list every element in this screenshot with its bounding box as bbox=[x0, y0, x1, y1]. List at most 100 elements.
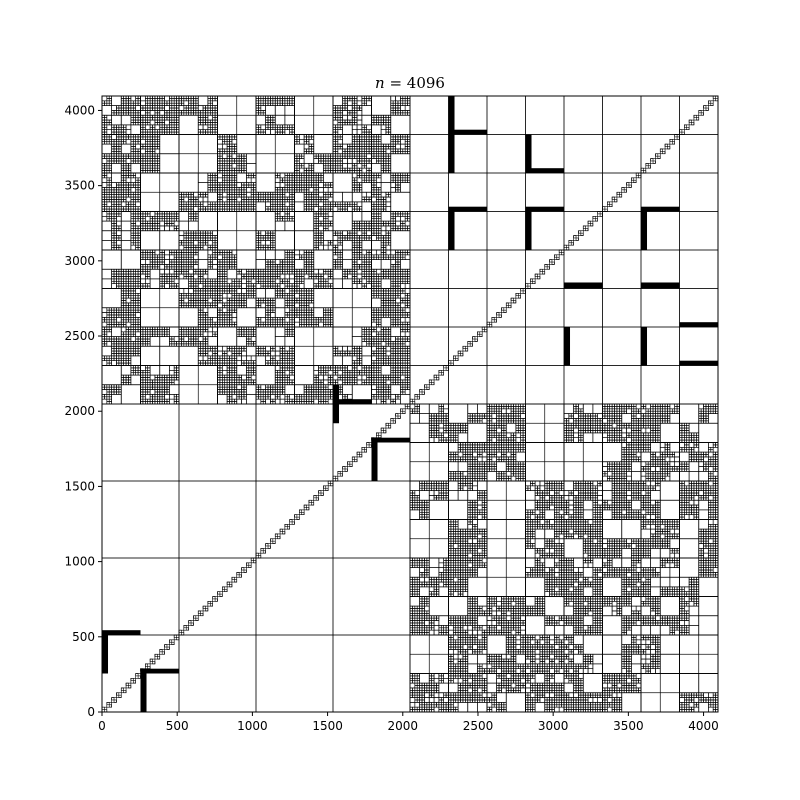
leaf-block bbox=[112, 221, 114, 223]
leaf-block bbox=[138, 137, 140, 139]
leaf-block bbox=[232, 363, 234, 365]
leaf-block bbox=[220, 291, 222, 293]
leaf-block bbox=[290, 303, 292, 305]
leaf-block bbox=[114, 390, 116, 392]
leaf-block bbox=[208, 279, 210, 281]
leaf-block bbox=[143, 221, 145, 223]
leaf-block bbox=[220, 137, 222, 139]
leaf-block bbox=[128, 380, 130, 382]
leaf-block bbox=[234, 185, 236, 187]
leaf-block bbox=[198, 207, 200, 209]
leaf-block bbox=[121, 303, 123, 305]
leaf-block bbox=[213, 187, 215, 189]
leaf-block bbox=[227, 269, 237, 279]
leaf-block bbox=[119, 159, 121, 161]
leaf-block bbox=[133, 209, 135, 211]
leaf-block bbox=[215, 248, 217, 250]
leaf-block bbox=[119, 204, 121, 206]
leaf-block bbox=[225, 190, 227, 192]
leaf-block bbox=[220, 272, 222, 274]
coarse-block bbox=[487, 173, 526, 212]
leaf-block bbox=[114, 279, 116, 281]
leaf-block bbox=[292, 334, 294, 336]
leaf-block bbox=[162, 284, 164, 286]
leaf-block bbox=[133, 327, 135, 329]
leaf-block bbox=[138, 199, 140, 201]
leaf-block bbox=[191, 207, 193, 209]
leaf-block bbox=[155, 106, 157, 108]
leaf-block bbox=[157, 327, 159, 329]
leaf-block bbox=[205, 130, 207, 132]
leaf-block bbox=[124, 192, 126, 194]
leaf-block bbox=[285, 337, 295, 347]
leaf-block bbox=[145, 272, 147, 274]
leaf-block bbox=[232, 204, 234, 206]
leaf-block bbox=[104, 132, 106, 134]
leaf-block bbox=[230, 185, 232, 187]
leaf-block bbox=[107, 390, 109, 392]
leaf-block bbox=[126, 320, 128, 322]
leaf-block bbox=[191, 106, 193, 108]
leaf-block bbox=[210, 317, 212, 319]
leaf-block bbox=[222, 380, 224, 382]
leaf-block bbox=[218, 358, 220, 360]
coarse-block bbox=[410, 212, 449, 251]
leaf-block bbox=[285, 329, 287, 331]
leaf-block bbox=[112, 327, 122, 337]
leaf-block bbox=[109, 387, 111, 389]
leaf-block bbox=[218, 171, 220, 173]
leaf-block bbox=[121, 178, 123, 180]
leaf-block bbox=[148, 269, 150, 271]
leaf-block bbox=[244, 276, 246, 278]
leaf-block bbox=[121, 98, 123, 100]
leaf-block bbox=[160, 284, 162, 286]
coarse-block bbox=[603, 443, 622, 462]
leaf-block bbox=[119, 392, 121, 394]
leaf-block bbox=[205, 243, 207, 245]
leaf-block bbox=[273, 303, 275, 305]
leaf-block bbox=[124, 344, 126, 346]
leaf-block bbox=[165, 279, 167, 281]
leaf-block bbox=[213, 327, 218, 332]
leaf-block bbox=[227, 286, 229, 288]
leaf-block bbox=[138, 228, 140, 230]
leaf-block bbox=[131, 202, 133, 204]
leaf-block bbox=[126, 334, 128, 336]
leaf-block bbox=[172, 221, 174, 223]
leaf-block bbox=[143, 387, 145, 389]
leaf-block bbox=[179, 262, 181, 264]
leaf-block bbox=[210, 322, 212, 324]
leaf-block bbox=[222, 166, 224, 168]
leaf-block bbox=[179, 207, 181, 209]
leaf-block bbox=[287, 334, 289, 336]
leaf-block bbox=[136, 305, 138, 307]
leaf-block bbox=[278, 296, 280, 298]
leaf-block bbox=[215, 185, 217, 187]
coarse-block bbox=[487, 481, 506, 500]
leaf-block bbox=[157, 137, 159, 139]
leaf-block bbox=[218, 361, 220, 363]
leaf-block bbox=[131, 183, 133, 185]
leaf-block bbox=[145, 264, 147, 266]
leaf-block bbox=[136, 281, 138, 283]
leaf-block bbox=[218, 310, 220, 312]
leaf-block bbox=[141, 214, 143, 216]
leaf-block bbox=[165, 284, 170, 289]
leaf-block bbox=[124, 101, 126, 103]
leaf-block bbox=[213, 346, 215, 348]
leaf-block bbox=[172, 113, 174, 115]
leaf-block bbox=[220, 370, 222, 372]
leaf-block bbox=[246, 209, 248, 211]
leaf-block bbox=[242, 187, 244, 189]
leaf-block bbox=[169, 264, 171, 266]
leaf-block bbox=[218, 293, 220, 295]
leaf-block bbox=[179, 243, 181, 245]
leaf-block bbox=[234, 173, 236, 175]
leaf-block bbox=[143, 378, 145, 380]
leaf-block bbox=[225, 173, 227, 175]
leaf-block bbox=[172, 375, 174, 377]
leaf-block bbox=[107, 178, 109, 180]
leaf-block bbox=[225, 392, 227, 394]
leaf-block bbox=[196, 286, 198, 288]
leaf-block bbox=[237, 366, 247, 376]
